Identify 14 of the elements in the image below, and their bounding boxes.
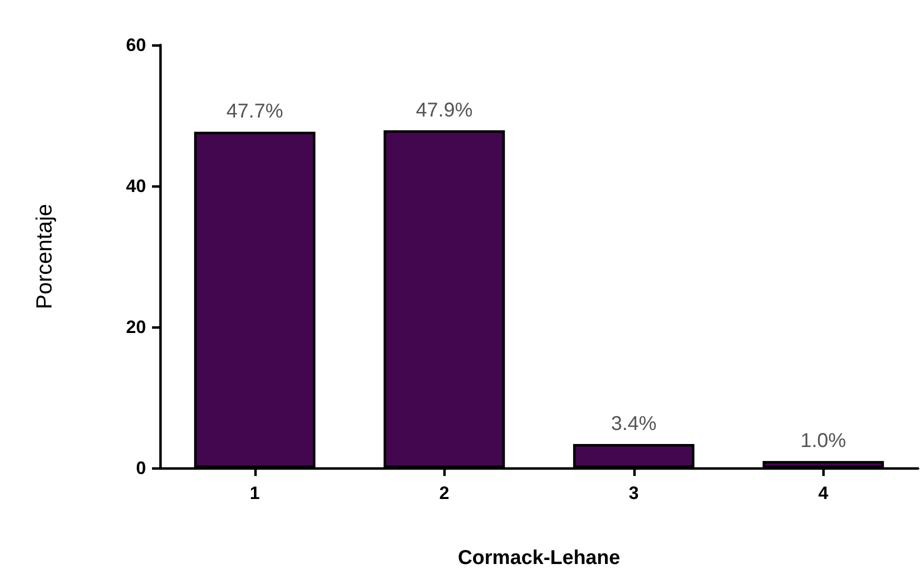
y-tick-label: 60 — [126, 35, 146, 55]
x-tick-label: 1 — [250, 483, 260, 503]
y-tick-label: 0 — [136, 458, 146, 478]
x-tick-label: 2 — [439, 483, 450, 503]
x-tick-label: 3 — [628, 483, 639, 503]
data-label: 3.4% — [610, 413, 657, 436]
y-tick-label: 40 — [126, 176, 146, 196]
x-tick-label: 4 — [818, 483, 828, 503]
x-axis-title: Cormack-Lehane — [458, 547, 620, 569]
y-axis-title: Porcentaje — [32, 204, 56, 310]
data-label: 47.7% — [226, 100, 284, 123]
data-label: 1.0% — [800, 430, 846, 452]
data-label: 47.9% — [416, 99, 473, 122]
y-tick-label: 20 — [126, 317, 146, 337]
